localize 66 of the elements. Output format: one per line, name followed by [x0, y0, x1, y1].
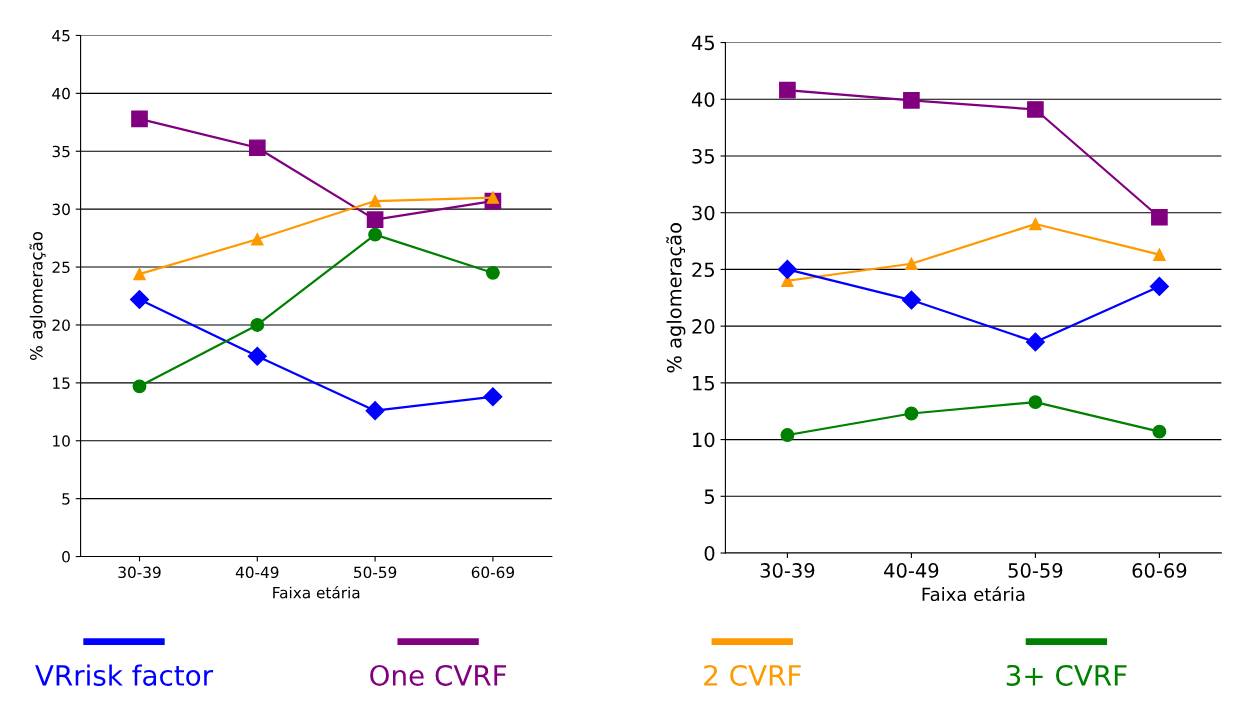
- point: [366, 211, 384, 228]
- y-tick-label: 10: [693, 432, 715, 448]
- y-tick-label: 20: [52, 319, 70, 331]
- point: [903, 92, 920, 109]
- y-tick-label: 40: [691, 92, 715, 107]
- point: [904, 406, 919, 421]
- x-axis-title: Faixa etária: [273, 586, 360, 599]
- point: [250, 318, 265, 332]
- y-tick-label: 35: [692, 148, 714, 164]
- point: [1025, 332, 1045, 352]
- y-tick-label: 40: [52, 87, 70, 100]
- y-tick-label: 30: [52, 203, 70, 216]
- point: [129, 289, 150, 310]
- x-tick-label: 30-39: [118, 566, 161, 579]
- x-tick-label: 40-49: [884, 563, 939, 578]
- x-tick-label: 30-39: [760, 563, 815, 578]
- point: [1029, 217, 1042, 231]
- legend-label: VRrisk factor: [35, 664, 214, 686]
- x-tick-label: 40-49: [235, 566, 279, 579]
- point: [1153, 248, 1166, 261]
- y-tick-label: 5: [62, 493, 70, 505]
- point: [365, 401, 385, 421]
- y-tick-label: 15: [693, 376, 714, 391]
- point: [1149, 276, 1169, 296]
- point: [1027, 101, 1044, 118]
- y-tick-label: 30: [692, 205, 715, 221]
- point: [777, 259, 797, 279]
- y-tick-label: 0: [704, 545, 715, 561]
- y-axis-title: % aglomeração: [29, 231, 46, 361]
- point: [247, 346, 267, 366]
- point: [779, 81, 796, 99]
- y-tick-label: 5: [704, 489, 714, 504]
- legend-label: 3+ CVRF: [1006, 664, 1127, 686]
- point: [780, 428, 795, 442]
- point: [1152, 424, 1167, 439]
- point: [368, 194, 382, 208]
- x-tick-label: 60-69: [471, 566, 515, 579]
- x-tick-label: 60-69: [1132, 563, 1187, 578]
- point: [486, 191, 500, 204]
- x-tick-label: 50-59: [1008, 563, 1063, 578]
- point: [133, 267, 146, 281]
- point: [131, 110, 148, 128]
- point: [905, 257, 918, 270]
- point: [483, 387, 503, 407]
- y-tick-label: 15: [53, 377, 70, 389]
- point: [1151, 208, 1168, 226]
- x-tick-label: 50-59: [354, 566, 397, 579]
- y-tick-label: 25: [692, 262, 714, 278]
- point: [368, 227, 383, 242]
- point: [901, 290, 921, 310]
- legend-label: 2 CVRF: [704, 664, 801, 686]
- point: [132, 379, 147, 394]
- x-axis-title: Faixa etária: [922, 586, 1025, 602]
- point: [248, 139, 266, 157]
- point: [485, 265, 500, 280]
- y-tick-label: 35: [52, 145, 70, 158]
- y-tick-label: 20: [692, 319, 715, 334]
- y-tick-label: 10: [53, 435, 70, 447]
- point: [1028, 395, 1043, 410]
- y-axis-title: % aglomeração: [666, 223, 686, 373]
- y-tick-label: 25: [52, 261, 70, 274]
- y-tick-label: 45: [52, 30, 70, 42]
- point: [251, 233, 264, 246]
- y-tick-label: 45: [691, 35, 714, 51]
- y-tick-label: 0: [62, 551, 70, 563]
- legend-label: One CVRF: [370, 664, 507, 686]
